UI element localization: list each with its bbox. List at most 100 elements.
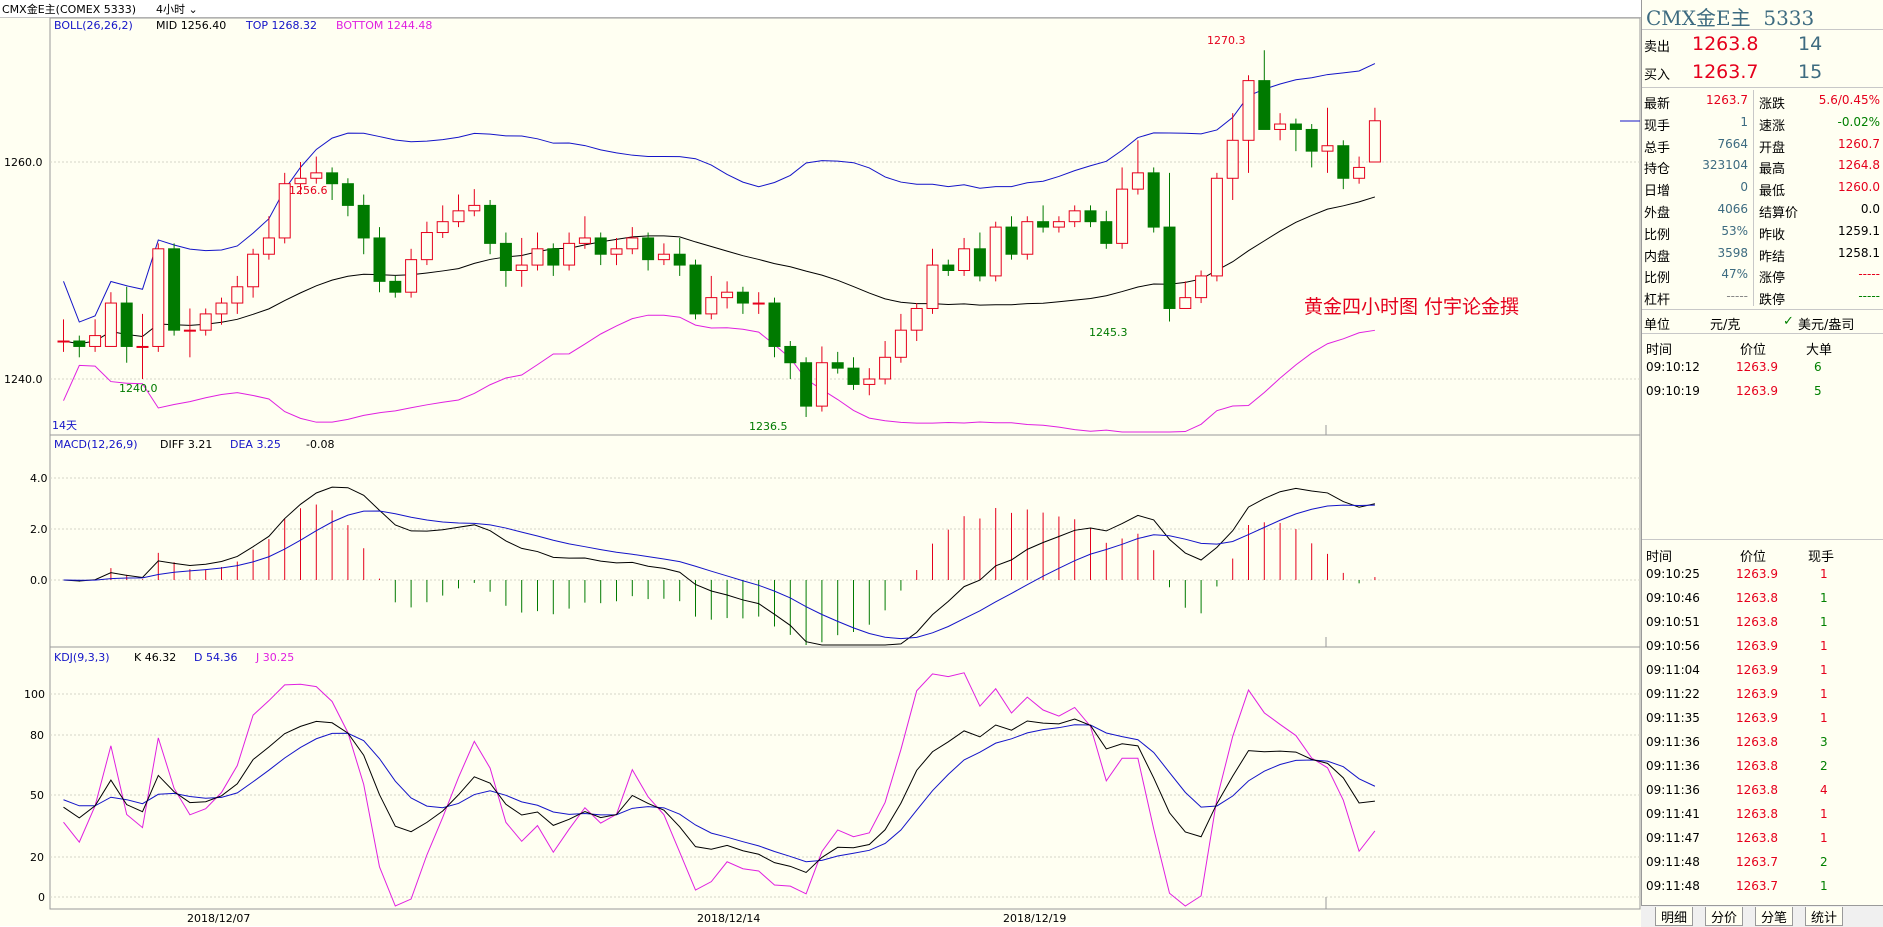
candle-body (1084, 210, 1097, 223)
row-time: 09:10:56 (1646, 639, 1700, 653)
list-item[interactable]: 09:11:36 1263.8 2 (1642, 756, 1883, 778)
row-volume: 1 (1820, 591, 1828, 605)
row-volume: 1 (1820, 879, 1828, 893)
list-item[interactable]: 09:11:47 1263.8 1 (1642, 828, 1883, 850)
date-tick: 2018/12/14 (697, 912, 760, 925)
row-time: 09:11:35 (1646, 711, 1700, 725)
list-item[interactable]: 09:11:22 1263.9 1 (1642, 684, 1883, 706)
stat-value: 0 (1740, 180, 1748, 195)
col-header: 现手 (1808, 550, 1835, 565)
row-time: 09:11:48 (1646, 855, 1700, 869)
period-selector[interactable]: 4小时 ⌄ (156, 1, 198, 17)
row-time: 09:10:25 (1646, 567, 1700, 581)
row-price: 1263.8 (1736, 807, 1778, 821)
row-time: 09:11:22 (1646, 687, 1700, 701)
candles (57, 50, 1381, 417)
candle-body (626, 237, 639, 250)
list-item[interactable]: 09:10:56 1263.9 1 (1642, 636, 1883, 658)
boll-lines (63, 63, 1376, 433)
candle-body (910, 307, 923, 331)
kdj-d-value: D 54.36 (194, 651, 237, 664)
buy-row[interactable]: 买入 1263.7 15 (1642, 60, 1883, 86)
low-annotation: 1240.0 (119, 382, 158, 395)
row-volume: 1 (1820, 639, 1828, 653)
row-time: 09:11:48 (1646, 879, 1700, 893)
boll-lower-line (63, 314, 1375, 433)
kline-chart[interactable]: BOLL(26,26,2) MID 1256.40 TOP 1268.32 BO… (0, 0, 1641, 926)
stat-value: 0.0 (1860, 202, 1880, 216)
sell-row[interactable]: 卖出 1263.8 14 (1642, 32, 1883, 58)
days-label: 14天 (52, 419, 77, 432)
kdj-tick: 0 (38, 891, 45, 904)
candle-body (1131, 172, 1144, 190)
candle-body (1068, 210, 1081, 223)
stat-label: 最高 (1759, 162, 1786, 178)
macd-label[interactable]: MACD(12,26,9) (54, 438, 138, 451)
divider (1642, 333, 1883, 334)
candle-body (357, 204, 370, 239)
high-annotation: 1270.3 (1207, 34, 1246, 47)
tab-detail[interactable]: 明细 (1655, 907, 1694, 926)
stat-label: 昨结 (1759, 249, 1786, 265)
list-item[interactable]: 09:11:48 1263.7 2 (1642, 852, 1883, 874)
row-price: 1263.9 (1736, 663, 1778, 677)
price-tick: 1260.0 (4, 156, 43, 169)
candle-body (484, 204, 497, 244)
stat-value: 4066 (1717, 202, 1748, 216)
candle-body (973, 248, 986, 277)
candle-body (926, 264, 939, 309)
list-item[interactable]: 09:11:04 1263.9 1 (1642, 660, 1883, 682)
kdj-k-value: K 46.32 (134, 651, 176, 664)
list-item[interactable]: 09:10:46 1263.8 1 (1642, 588, 1883, 610)
candle-body (547, 248, 560, 266)
candle-body (1353, 166, 1366, 179)
row-price: 1263.7 (1736, 855, 1778, 869)
list-item[interactable]: 09:10:25 1263.9 1 (1642, 564, 1883, 586)
list-item[interactable]: 09:10:19 1263.9 5 (1642, 381, 1883, 403)
row-price: 1263.7 (1736, 879, 1778, 893)
row-price: 1263.8 (1736, 735, 1778, 749)
stat-value: 5.6/0.45% (1818, 93, 1880, 107)
unit-row[interactable]: 单位 元/克 ✓ 美元/盎司 (1642, 311, 1883, 333)
tab-stats[interactable]: 统计 (1805, 907, 1844, 926)
stat-label: 最新 (1644, 97, 1671, 112)
candle-body (689, 264, 702, 315)
macd-dea-value: DEA 3.25 (230, 438, 281, 451)
chevron-down-icon: ⌄ (188, 3, 198, 16)
date-tick: 2018/12/19 (1003, 912, 1066, 925)
candle-body (531, 248, 544, 266)
row-volume: 4 (1820, 783, 1828, 797)
row-time: 09:11:36 (1646, 783, 1700, 797)
unit-alt[interactable]: 美元/盎司 (1798, 318, 1855, 333)
candle-body (1242, 80, 1255, 141)
big-order-header: 时间 价位 大单 (1642, 336, 1883, 358)
stat-value: 1 (1740, 114, 1748, 129)
stat-row: 总手 7664 开盘 1260.7 (1642, 134, 1883, 156)
sell-volume: 14 (1798, 33, 1823, 55)
list-item[interactable]: 09:10:12 1263.9 6 (1642, 357, 1883, 379)
stat-value: 53% (1721, 223, 1748, 238)
candle-body (326, 172, 339, 185)
col-header: 时间 (1646, 343, 1673, 358)
col-header: 价位 (1740, 343, 1767, 358)
list-item[interactable]: 09:10:51 1263.8 1 (1642, 612, 1883, 634)
boll-label[interactable]: BOLL(26,26,2) (54, 19, 133, 32)
row-price: 1263.8 (1736, 591, 1778, 605)
macd-diff-line (63, 486, 1376, 646)
list-item[interactable]: 09:11:36 1263.8 4 (1642, 780, 1883, 802)
chart-area[interactable]: CMX金E主(COMEX 5333) 4小时 ⌄ BOLL(26,26,2) M… (0, 0, 1641, 926)
tab-price[interactable]: 分价 (1705, 907, 1744, 926)
tab-trades[interactable]: 分笔 (1755, 907, 1794, 926)
row-time: 09:11:04 (1646, 663, 1700, 677)
list-item[interactable]: 09:11:36 1263.8 3 (1642, 732, 1883, 754)
kdj-label[interactable]: KDJ(9,3,3) (54, 651, 110, 664)
macd-tick: 4.0 (30, 472, 48, 485)
candle-body (405, 259, 418, 293)
list-item[interactable]: 09:11:41 1263.8 1 (1642, 804, 1883, 826)
list-item[interactable]: 09:11:48 1263.7 1 (1642, 876, 1883, 898)
candle-body (262, 237, 275, 255)
list-item[interactable]: 09:11:35 1263.9 1 (1642, 708, 1883, 730)
row-volume: 2 (1820, 855, 1828, 869)
date-tick: 2018/12/07 (187, 912, 250, 925)
symbol-label[interactable]: CMX金E主(COMEX 5333) (2, 3, 137, 16)
